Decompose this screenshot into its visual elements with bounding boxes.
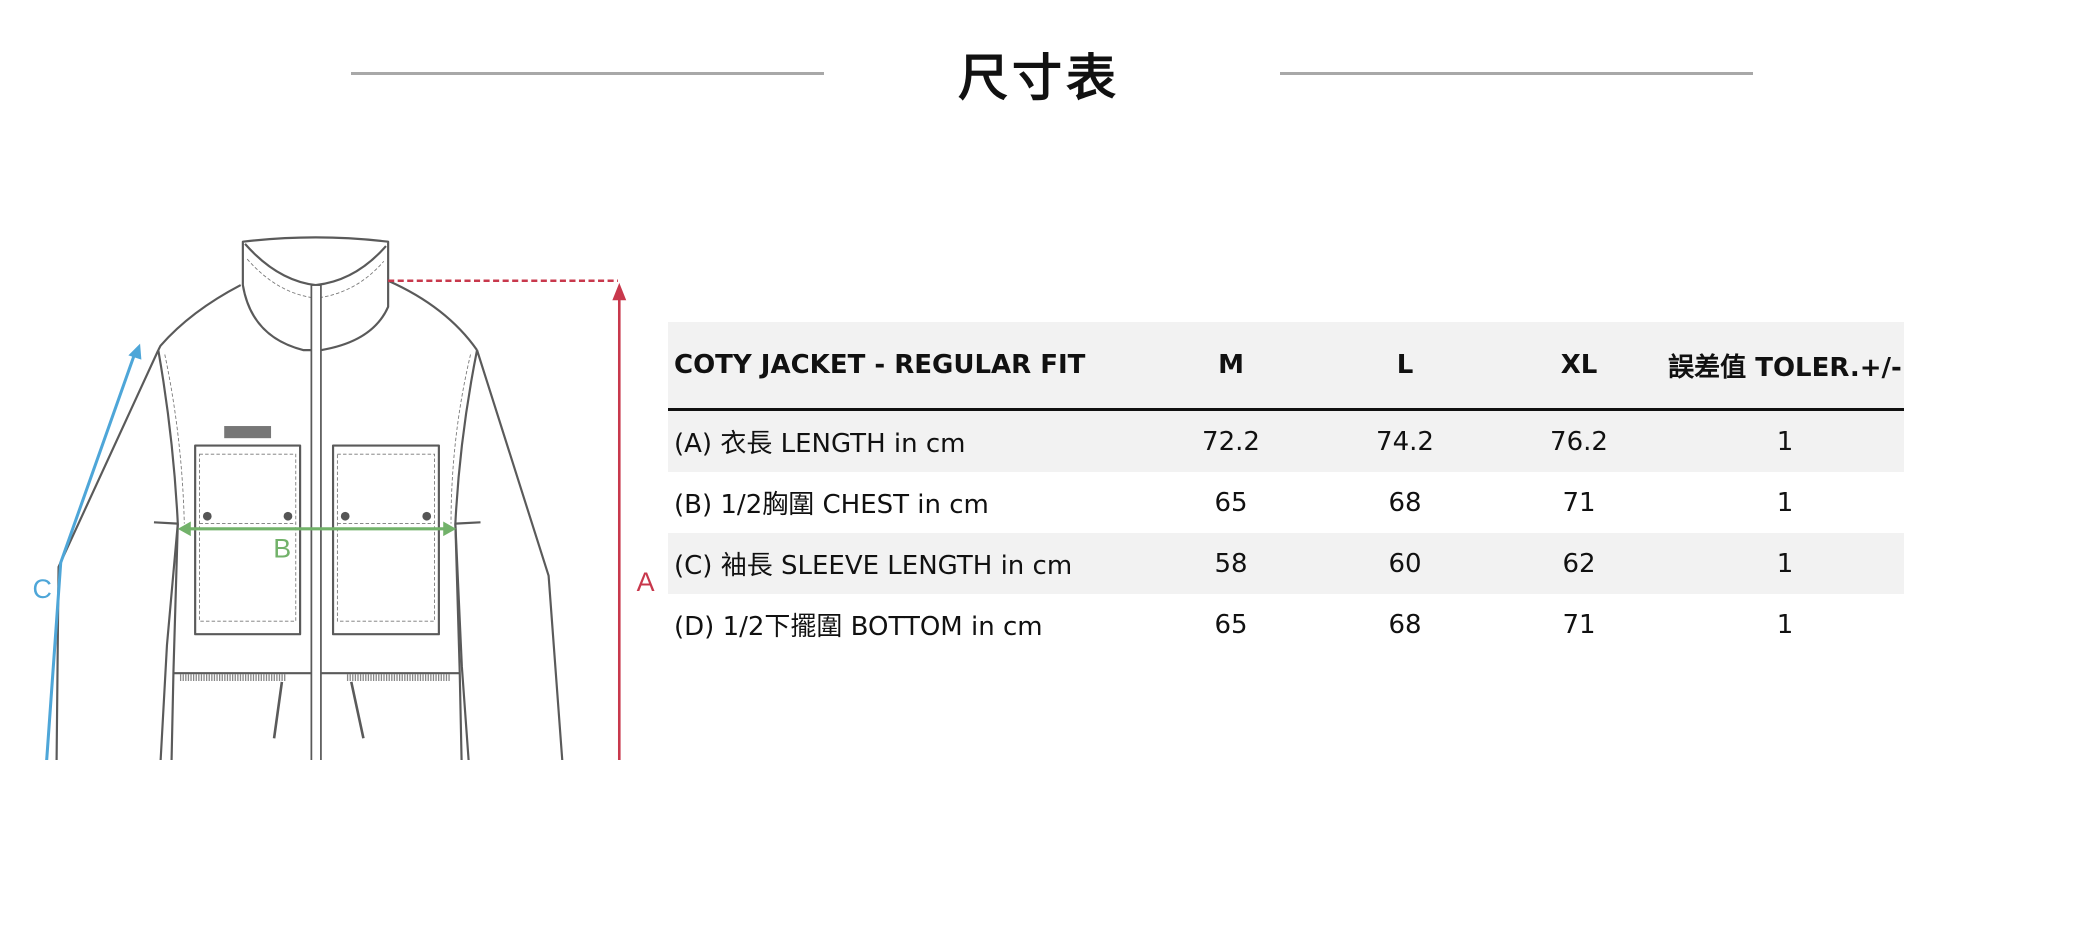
title-rule-right bbox=[1280, 72, 1753, 75]
cell-l: 68 bbox=[1388, 609, 1422, 640]
measure-c bbox=[45, 343, 142, 760]
page-title: 尺寸表 bbox=[958, 49, 1120, 107]
cell-l: 60 bbox=[1318, 533, 1492, 594]
cell-xl: 71 bbox=[1562, 487, 1596, 518]
title-rule-left bbox=[351, 72, 824, 75]
cell-xl: 62 bbox=[1492, 533, 1666, 594]
label-b: B bbox=[273, 533, 291, 563]
cell-tolerance: 1 bbox=[1666, 409, 1904, 472]
row-label: (B) 1/2胸圍 CHEST in cm bbox=[674, 490, 989, 520]
label-c: C bbox=[33, 574, 52, 604]
table-row: (B) 1/2胸圍 CHEST in cm 65 68 71 1 bbox=[668, 472, 1904, 533]
cell-tolerance: 1 bbox=[1776, 609, 1794, 640]
cell-tolerance: 1 bbox=[1666, 533, 1904, 594]
cell-xl: 76.2 bbox=[1492, 409, 1666, 472]
cell-m: 65 bbox=[1214, 487, 1248, 518]
cell-m: 65 bbox=[1214, 609, 1248, 640]
header-tolerance: 誤差值 TOLER.+/- bbox=[1666, 322, 1904, 411]
cell-m: 58 bbox=[1144, 533, 1318, 594]
header-m: M bbox=[1144, 322, 1318, 411]
zipper bbox=[310, 284, 322, 760]
row-label: (C) 袖長 SLEEVE LENGTH in cm bbox=[668, 533, 1144, 594]
size-table: COTY JACKET - REGULAR FIT M L XL 誤差值 TOL… bbox=[668, 322, 1904, 655]
brand-label bbox=[224, 426, 272, 439]
drawcords bbox=[179, 674, 452, 739]
cell-xl: 71 bbox=[1562, 609, 1596, 640]
header-l: L bbox=[1318, 322, 1492, 411]
pocket-snaps bbox=[202, 511, 432, 521]
header-xl: XL bbox=[1492, 322, 1666, 411]
measure-a bbox=[388, 279, 627, 760]
cell-m: 72.2 bbox=[1144, 409, 1318, 472]
cell-tolerance: 1 bbox=[1776, 487, 1794, 518]
row-label: (D) 1/2下擺圍 BOTTOM in cm bbox=[674, 612, 1043, 642]
label-a: A bbox=[637, 567, 655, 597]
header-product: COTY JACKET - REGULAR FIT bbox=[668, 322, 1144, 411]
jacket-diagram: A B C D bbox=[33, 236, 655, 760]
table-header-row: COTY JACKET - REGULAR FIT M L XL 誤差值 TOL… bbox=[668, 322, 1904, 411]
table-row: (D) 1/2下擺圍 BOTTOM in cm 65 68 71 1 bbox=[668, 594, 1904, 655]
measure-b bbox=[177, 521, 457, 537]
table-row: (A) 衣長 LENGTH in cm 72.2 74.2 76.2 1 bbox=[668, 409, 1904, 472]
table-row: (C) 袖長 SLEEVE LENGTH in cm 58 60 62 1 bbox=[668, 533, 1904, 594]
row-label: (A) 衣長 LENGTH in cm bbox=[668, 409, 1144, 472]
cell-l: 68 bbox=[1388, 487, 1422, 518]
cell-l: 74.2 bbox=[1318, 409, 1492, 472]
